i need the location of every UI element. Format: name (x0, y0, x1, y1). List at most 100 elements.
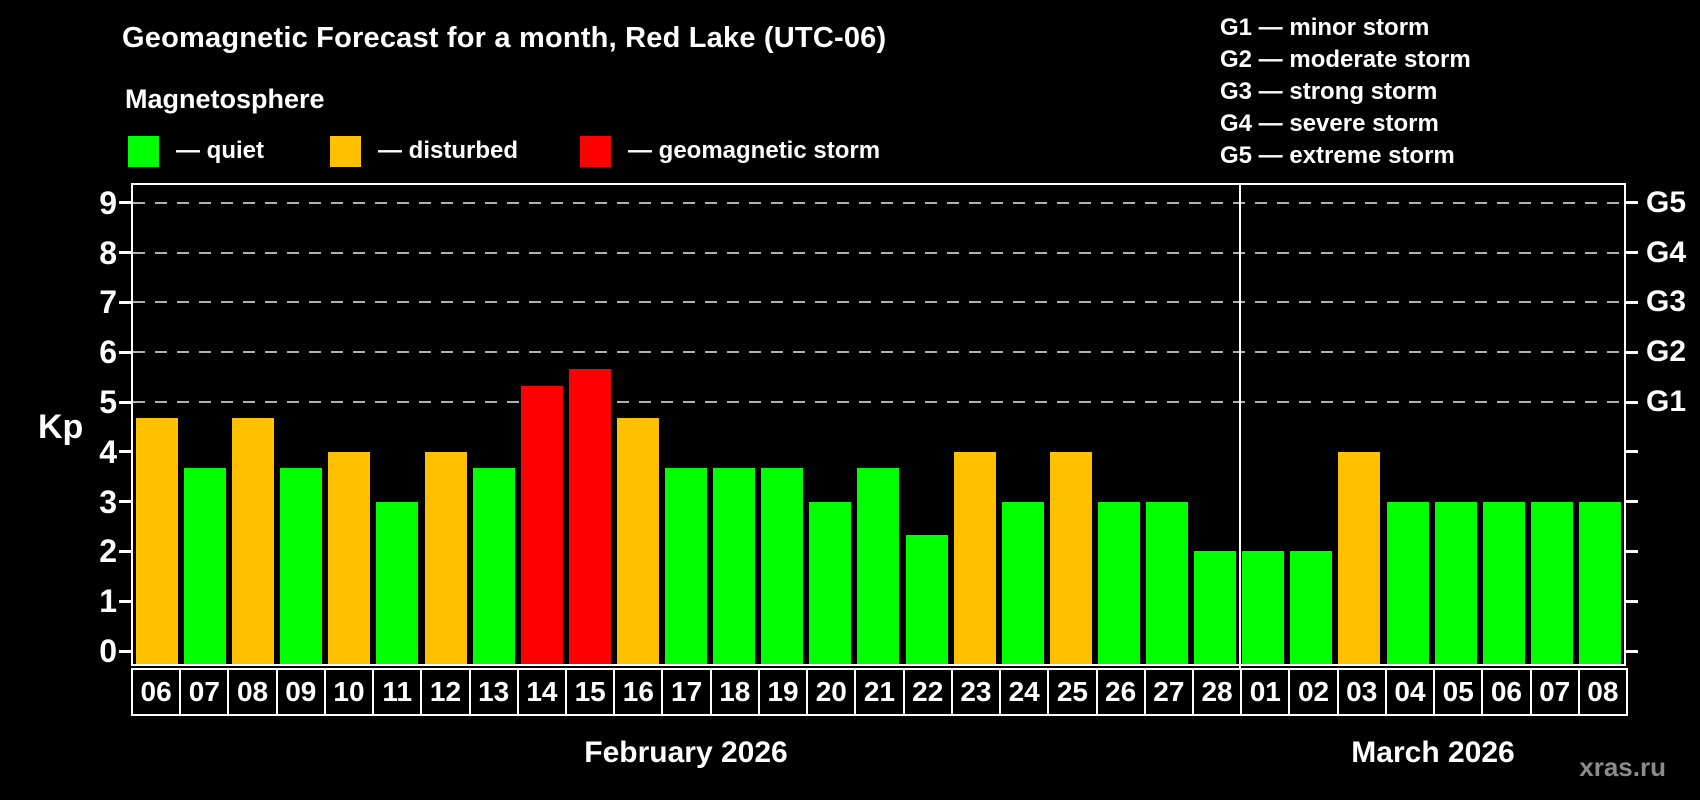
kp-bar-day-11 (376, 501, 419, 664)
day-label-feb-11: 11 (372, 668, 423, 716)
kp-bar-day-05 (1434, 501, 1477, 664)
day-label-mar-02: 02 (1288, 668, 1339, 716)
storm-scale-g4: G4 — severe storm (1220, 110, 1439, 137)
kp-bar-day-23 (953, 451, 996, 664)
disturbed-color-swatch (330, 135, 361, 167)
storm-scale-g2: G2 — moderate storm (1220, 46, 1471, 73)
gridline-kp7 (133, 301, 1624, 304)
kp-bar-day-02 (1290, 551, 1333, 664)
kp-bar-day-03 (1338, 451, 1381, 664)
right-axis-tick-6 (1626, 350, 1638, 354)
y-axis-label-0: 0 (99, 633, 117, 669)
legend-item-disturbed: — disturbed (330, 135, 518, 167)
right-axis-tick-2 (1626, 549, 1638, 553)
day-label-feb-19: 19 (757, 668, 809, 716)
day-label-feb-06: 06 (131, 668, 182, 716)
y-axis-tick-3 (119, 500, 131, 504)
kp-bar-day-25 (1049, 451, 1092, 664)
kp-bar-day-16 (616, 418, 659, 664)
kp-bar-day-27 (1146, 501, 1189, 664)
day-label-mar-03: 03 (1336, 668, 1387, 716)
right-axis-label-g2: G2 (1646, 335, 1687, 369)
kp-bar-day-10 (328, 451, 371, 664)
month-label-march: March 2026 (1351, 736, 1515, 769)
kp-bar-day-07 (1530, 501, 1573, 664)
kp-bar-day-20 (809, 501, 852, 664)
y-axis-label-1: 1 (99, 583, 117, 620)
day-label-feb-16: 16 (613, 668, 664, 716)
right-axis-tick-9 (1626, 201, 1638, 205)
day-label-feb-07: 07 (179, 668, 230, 716)
kp-bar-day-08 (1578, 501, 1621, 664)
gridline-kp6 (133, 351, 1624, 354)
right-axis-tick-5 (1626, 400, 1638, 404)
storm-color-swatch (580, 135, 611, 167)
kp-bar-day-24 (1001, 501, 1044, 664)
y-axis-tick-2 (119, 549, 131, 553)
right-axis-label-g4: G4 (1646, 235, 1687, 269)
legend-label-disturbed: — disturbed (378, 137, 519, 164)
day-label-feb-18: 18 (709, 668, 760, 716)
y-axis-label-5: 5 (99, 384, 117, 420)
day-label-feb-10: 10 (323, 668, 375, 716)
y-axis-tick-8 (119, 251, 131, 255)
day-label-feb-26: 26 (1095, 668, 1146, 716)
kp-bar-day-26 (1097, 501, 1140, 664)
day-label-feb-17: 17 (661, 668, 712, 716)
y-axis-label-7: 7 (99, 284, 117, 321)
day-label-mar-04: 04 (1384, 668, 1436, 716)
day-label-feb-09: 09 (275, 668, 326, 716)
y-axis-tick-7 (119, 300, 131, 304)
day-label-mar-05: 05 (1433, 668, 1484, 716)
quiet-color-swatch (128, 135, 159, 167)
day-label-feb-20: 20 (806, 668, 857, 716)
kp-bar-day-13 (472, 468, 515, 664)
right-axis-label-g5: G5 (1646, 185, 1687, 219)
kp-bar-day-15 (568, 368, 611, 664)
right-axis-label-g3: G3 (1646, 285, 1687, 319)
kp-bar-day-08 (232, 418, 275, 664)
storm-scale-g5: G5 — extreme storm (1220, 142, 1455, 169)
gridline-kp9 (133, 201, 1624, 204)
day-label-mar-01: 01 (1240, 668, 1291, 716)
day-label-feb-21: 21 (854, 668, 905, 716)
y-axis-tick-5 (119, 400, 131, 404)
legend-item-storm: — geomagnetic storm (580, 135, 880, 167)
kp-bar-day-19 (761, 468, 804, 664)
y-axis-label-9: 9 (99, 184, 117, 221)
right-axis-tick-0 (1626, 649, 1638, 653)
kp-bar-day-01 (1242, 551, 1285, 664)
legend-item-quiet: — quiet (128, 135, 264, 167)
y-axis-label-2: 2 (99, 533, 117, 570)
day-label-feb-22: 22 (902, 668, 953, 716)
kp-bar-day-06 (1482, 501, 1525, 664)
right-axis-tick-7 (1626, 300, 1638, 304)
day-label-feb-23: 23 (950, 668, 1002, 716)
kp-bar-day-06 (136, 418, 178, 664)
plot-area (131, 183, 1626, 666)
month-label-february: February 2026 (584, 736, 788, 769)
y-axis-tick-6 (119, 350, 131, 354)
day-label-mar-06: 06 (1481, 668, 1532, 716)
y-axis-title: Kp (38, 408, 84, 446)
kp-bar-day-28 (1194, 551, 1237, 664)
kp-bar-day-14 (520, 385, 563, 664)
month-separator-line (1239, 185, 1241, 716)
y-axis-tick-1 (119, 599, 131, 603)
y-axis-label-8: 8 (99, 234, 117, 271)
right-axis-label-g1: G1 (1646, 385, 1687, 418)
storm-scale-g3: G3 — strong storm (1220, 78, 1438, 105)
kp-bar-day-07 (184, 468, 227, 664)
storm-scale-g1: G1 — minor storm (1220, 14, 1430, 41)
y-axis-label-4: 4 (99, 433, 117, 470)
kp-bar-day-17 (665, 468, 708, 664)
kp-bar-day-21 (857, 468, 900, 664)
day-label-feb-13: 13 (468, 668, 519, 716)
right-axis-tick-1 (1626, 599, 1638, 603)
storm-scale-legend: G1 — minor storm G2 — moderate storm G3 … (1220, 12, 1471, 172)
y-axis-tick-0 (119, 649, 131, 653)
day-label-mar-07: 07 (1529, 668, 1580, 716)
right-axis-tick-4 (1626, 450, 1638, 454)
day-label-feb-08: 08 (227, 668, 278, 716)
